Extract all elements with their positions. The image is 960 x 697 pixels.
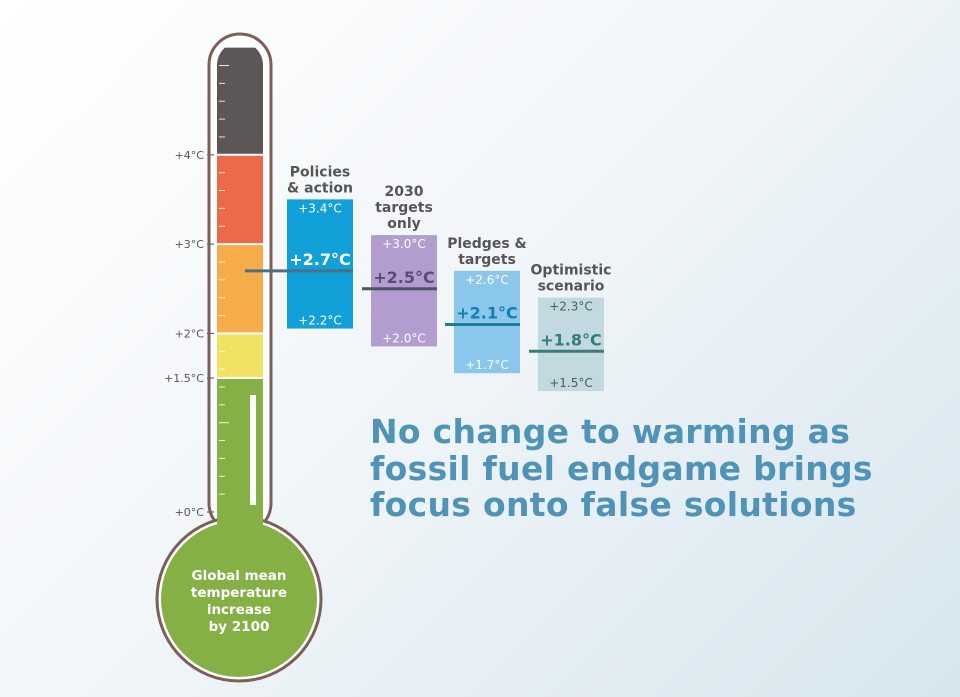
scenario-name-line: Policies [290, 164, 350, 180]
scenario-box-0 [287, 199, 353, 329]
scenario-low-label: +1.5°C [549, 376, 593, 390]
scenario-box-3 [538, 297, 604, 392]
thermometer-bands [217, 47, 263, 562]
scenario-low-label: +2.0°C [382, 331, 426, 345]
axis-tick-label: +2°C [175, 327, 205, 340]
scenario-low-label: +2.2°C [298, 314, 342, 328]
axis-tick-label: +4°C [175, 149, 205, 162]
thermometer-bulb [161, 521, 317, 677]
scenario-name-line: scenario [538, 279, 605, 295]
scenario-central-label: +1.8°C [540, 330, 602, 349]
band-2 [217, 244, 263, 334]
headline: No change to warming as fossil fuel endg… [370, 412, 930, 524]
scenario-low-label: +1.7°C [465, 358, 509, 372]
mercury-column [250, 395, 256, 515]
scenario-name-line: Pledges & [447, 236, 527, 252]
headline-line-1: No change to warming as [370, 412, 851, 451]
bulb-label-line: by 2100 [209, 619, 270, 635]
axis-tick-label: +1.5°C [164, 372, 204, 385]
scenario-name-line: Optimistic [531, 263, 612, 279]
scenario-box-1 [371, 235, 437, 347]
scenario-high-label: +3.0°C [382, 237, 426, 251]
scenario-central-label: +2.1°C [456, 303, 518, 322]
band-3 [217, 154, 263, 245]
band-1 [217, 333, 263, 379]
axis-tick-label: +3°C [175, 238, 205, 251]
headline-line-2: fossil fuel endgame brings [370, 448, 873, 488]
axis-tick-label: +0°C [175, 506, 205, 519]
headline-line-3: focus onto false solutions [370, 485, 857, 524]
scenario-name-line: & action [287, 180, 353, 196]
scenario-high-label: +2.3°C [549, 300, 593, 314]
bulb-label-line: increase [207, 602, 271, 618]
bulb-neck [217, 505, 263, 535]
scenario-central-label: +2.5°C [373, 268, 435, 287]
scenario-box-2 [454, 270, 520, 374]
scenario-central-label: +2.7°C [289, 250, 351, 269]
scenario-name-line: targets [375, 200, 433, 216]
bulb-label-line: temperature [191, 585, 287, 601]
bulb-label-line: Global mean [191, 568, 286, 584]
scenario-high-label: +2.6°C [465, 273, 509, 287]
scenario-high-label: +3.4°C [298, 201, 342, 215]
scenario-name-line: only [387, 216, 421, 232]
scenario-name-line: 2030 [385, 184, 424, 200]
scenario-name-line: targets [458, 252, 516, 268]
